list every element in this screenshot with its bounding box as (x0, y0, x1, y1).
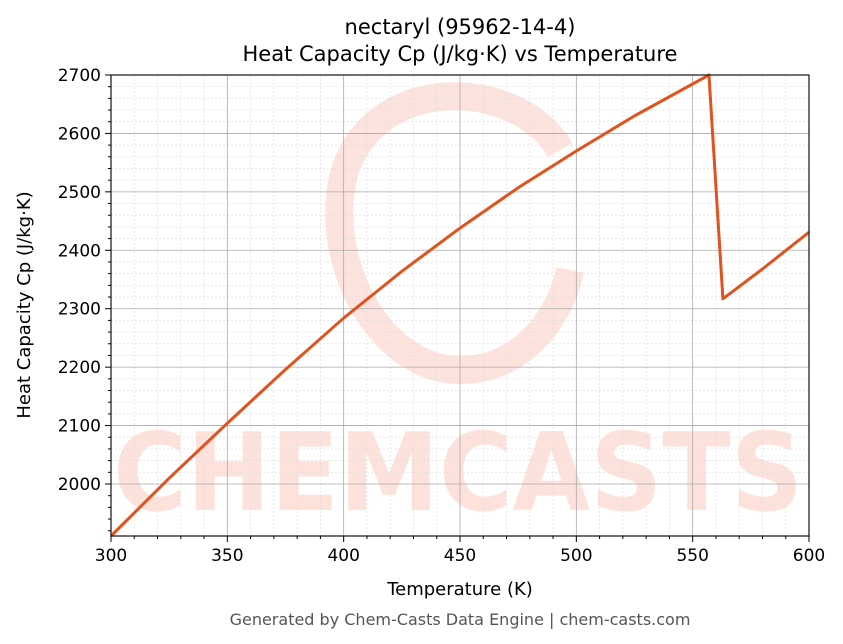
chart-subtitle: Heat Capacity Cp (J/kg·K) vs Temperature (243, 42, 678, 66)
chart-title: nectaryl (95962-14-4) (345, 15, 576, 39)
watermark: CHEMCASTS (113, 82, 803, 536)
x-tick-label: 450 (444, 546, 476, 566)
y-tick-label: 2500 (58, 183, 101, 203)
y-tick-label: 2100 (58, 417, 101, 437)
x-tick-label: 550 (676, 546, 708, 566)
footer-text: Generated by Chem-Casts Data Engine | ch… (230, 610, 691, 629)
x-tick-label: 350 (211, 546, 243, 566)
x-tick-label: 500 (560, 546, 592, 566)
y-tick-label: 2600 (58, 124, 101, 144)
grid (110, 74, 810, 536)
y-axis-label: Heat Capacity Cp (J/kg·K) (14, 191, 35, 418)
y-tick-label: 2700 (58, 66, 101, 86)
x-tick-label: 400 (327, 546, 359, 566)
watermark-logo-c (325, 82, 584, 385)
watermark-text: CHEMCASTS (113, 411, 803, 536)
y-tick-label: 2200 (58, 358, 101, 378)
x-tick-label: 300 (95, 546, 127, 566)
y-tick-label: 2400 (58, 241, 101, 261)
y-tick-label: 2000 (58, 475, 101, 495)
cp-series-line (109, 73, 810, 538)
x-tick-label: 600 (793, 546, 825, 566)
x-axis-label: Temperature (K) (386, 579, 533, 600)
y-tick-label: 2300 (58, 300, 101, 320)
